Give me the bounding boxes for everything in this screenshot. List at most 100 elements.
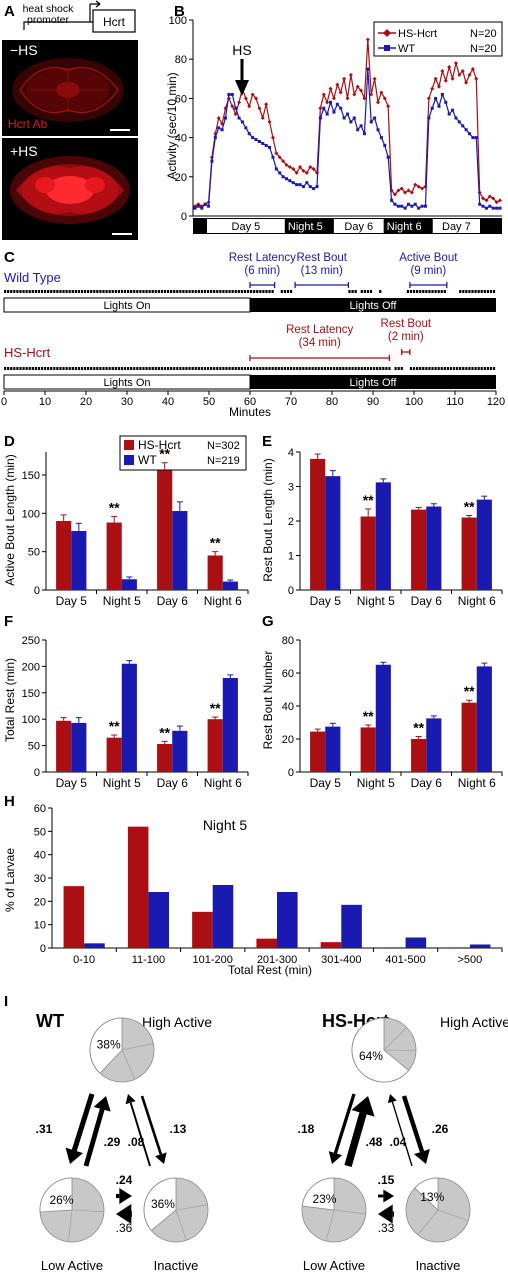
wt-high-pie-slice [89,1017,123,1074]
c-dot [250,290,253,293]
c-dot [431,290,434,293]
c-dot [228,290,231,293]
c-dot [406,290,410,293]
c-dot [274,367,277,370]
c-x-tick-label: 20 [80,396,92,408]
c-dot [31,367,34,370]
b-point-wt [339,106,343,110]
c-dot [154,290,157,293]
c-dot [16,367,19,370]
c-dot [483,290,486,293]
activity-y-label: Activity (sec/10 min) [165,72,179,179]
b-point-hs [467,72,472,77]
c-dot [422,290,425,293]
b-y-tick-label: 20 [175,172,187,184]
c-dot [428,290,431,293]
c-dot [219,367,222,370]
b-point-hs [250,92,255,97]
c-dot [231,290,234,293]
c-dot [206,367,210,370]
c-dot [409,290,413,293]
b-point-wt [220,128,224,132]
panelD-bar-wt [222,581,238,590]
c-dot [360,290,363,293]
c-dot [422,367,425,370]
c-dot [114,367,117,370]
panelE-bar-wt [476,499,492,590]
c-dot [182,367,185,370]
b-point-hs [277,155,282,160]
c-dot [77,367,80,370]
c-dot [268,367,271,370]
hs-lights-off-bar [250,375,496,389]
b-point-wt [437,104,441,108]
c-dot [366,367,370,370]
c-dot [213,367,216,370]
c-dot [13,290,16,293]
c-x-tick-label: 0 [1,396,7,408]
b-point-wt [234,106,238,110]
c-dot [326,367,330,370]
wt-lights-off-bar [250,298,496,312]
hs-inactive-pie-divider [417,1209,439,1235]
c-dot [37,290,41,293]
c-dot [83,367,87,370]
c-dot [188,290,191,293]
wt-lights-on-label: Lights On [103,300,150,312]
c-dot [283,290,287,293]
legend-d-wt-n: N=219 [207,455,240,467]
b-point-wt [224,116,227,120]
b-period-label: Day 6 [344,221,373,233]
b-point-hs [382,96,387,101]
panel-a: A Hcrt heat shock promoter −HS Hcrt Ab [2,0,138,240]
b-point-wt [261,141,265,145]
c-dot [163,367,167,370]
b-point-wt [244,126,248,130]
b-point-wt [474,136,478,140]
wt-high-to-low-arrowhead-icon [65,1147,84,1164]
wt-inactive-pie-divider [175,1209,187,1241]
b-point-wt [440,92,444,96]
b-point-hs [369,92,374,97]
panelF-bar-hs [157,744,173,772]
b-point-hs [457,72,462,77]
b-point-wt [366,67,370,71]
wt-inactive-to-high-arrowhead-icon [125,1094,136,1105]
c-dot [40,290,44,293]
b-period-label: Night 5 [288,221,323,233]
c-dot [65,367,68,370]
b-point-wt [454,116,458,120]
hs-row-label: HS-Hcrt [4,345,51,360]
h-bar-wt [212,885,234,948]
c-dot [468,290,471,293]
b-point-hs [406,188,411,193]
c-dot [351,290,354,293]
h-bar-hs [449,947,470,948]
b-point-wt [373,116,377,120]
legend-d-wt-name: WT [138,453,157,467]
panelF-significance: ** [210,700,221,716]
c-dot [237,290,240,293]
hs-low-to-high-arrowhead-icon [351,1096,375,1117]
panelD-bar-hs [207,555,223,590]
c-dot [216,290,219,293]
activity-axes: 0 20 40 60 80 100 [169,15,502,223]
b-point-wt [491,206,495,210]
b-point-wt [268,145,272,149]
b-point-wt [423,204,427,208]
c-dot [117,290,120,293]
b-point-wt [451,108,455,112]
hs-t-inactive-high: .04 [390,1135,407,1149]
hs-inactive-label: Inactive [416,1258,461,1273]
b-point-wt [403,206,407,210]
c-dot [111,367,114,370]
c-dot [28,290,31,293]
c-dot [419,367,422,370]
wt-t-high-low: .31 [36,1122,53,1136]
b-point-hs [437,84,441,89]
b-point-hs [257,106,262,111]
c-dot [4,367,7,370]
c-dot [366,290,370,293]
c-dot [13,367,16,370]
